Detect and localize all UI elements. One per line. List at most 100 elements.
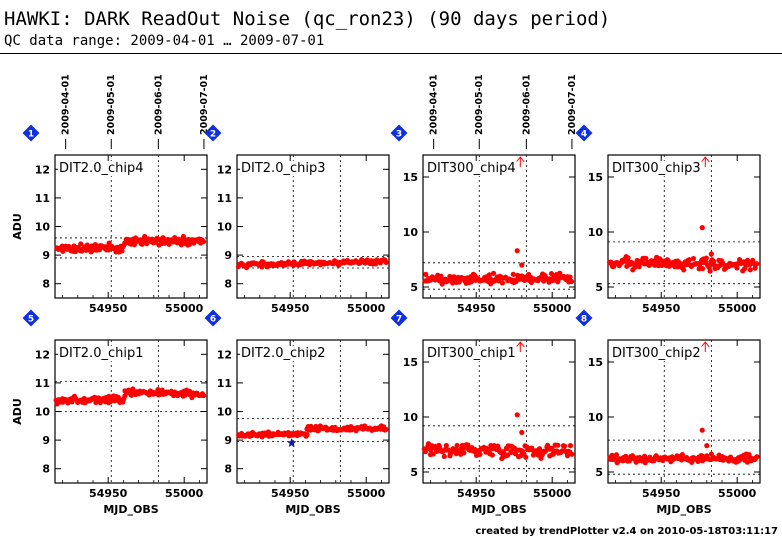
y-axis-label: ADU <box>11 213 24 240</box>
y-tick-label: 12 <box>35 348 50 361</box>
trend-line <box>424 448 572 452</box>
data-point <box>681 267 687 273</box>
x-tick-label: 54950 <box>271 302 310 315</box>
data-point <box>707 268 713 274</box>
chart-panel-6: 6 54950 55000 8 9 10 11 12 MJD_OBS DIT2.0_chip2 <box>204 309 390 516</box>
data-point <box>568 278 575 285</box>
panel-index-number: 6 <box>210 315 216 325</box>
data-point <box>383 259 389 265</box>
y-tick-label: 11 <box>217 192 232 205</box>
panel-label: DIT2.0_chip2 <box>241 346 325 361</box>
panel-index-number: 1 <box>28 130 34 140</box>
y-tick-label: 5 <box>410 281 418 294</box>
y-tick-label: 10 <box>588 226 604 239</box>
date-tick-label: 2009-05-01 <box>474 74 485 135</box>
y-tick-label: 10 <box>217 406 233 419</box>
plot-frame <box>54 154 208 299</box>
y-tick-label: 15 <box>403 356 418 369</box>
panel-index-badge <box>204 309 222 327</box>
data-point <box>510 271 516 277</box>
trend-line <box>609 262 757 266</box>
x-tick-label: 54950 <box>642 302 681 315</box>
date-tick-label: 2009-04-01 <box>429 74 440 135</box>
x-tick-label: 54950 <box>642 487 681 500</box>
plot-frame <box>422 154 576 299</box>
trend-line <box>424 277 572 281</box>
x-tick-label: 55000 <box>533 302 572 315</box>
data-point <box>119 248 125 254</box>
x-axis-label: MJD_OBS <box>285 503 340 516</box>
data-point <box>60 248 66 254</box>
data-point <box>430 451 436 457</box>
y-tick-label: 5 <box>595 281 603 294</box>
data-point <box>461 450 467 456</box>
data-point <box>613 452 620 458</box>
chart-panel-3: 3 54950 55000 5 10 15 2009-04-01 2009-05-01 2009… <box>390 74 578 315</box>
y-tick-label: 8 <box>224 463 232 476</box>
trend-line <box>124 390 204 396</box>
outlier-point <box>514 248 520 254</box>
panel-label-background <box>240 346 327 361</box>
x-tick-label: 55000 <box>347 487 386 500</box>
panel-label: DIT300_chip4 <box>427 161 516 176</box>
footer-credit: created by trendPlotter v2.4 on 2010-05-… <box>475 526 778 537</box>
data-point <box>708 451 714 457</box>
data-point <box>439 281 445 287</box>
panel-index-badge <box>390 309 408 327</box>
data-point <box>490 270 497 276</box>
data-point <box>304 432 310 438</box>
chart-panel-1: 1 54950 55000 8 9 10 11 12 2009-04-01 2009-05-01 2… <box>11 74 210 315</box>
data-point <box>139 241 145 247</box>
data-point <box>641 453 648 459</box>
data-point <box>441 453 447 460</box>
data-point <box>557 270 563 276</box>
date-tick-label: 2009-07-01 <box>199 74 210 135</box>
y-tick-label: 5 <box>410 466 418 479</box>
x-tick-label: 55000 <box>718 302 757 315</box>
panel-index-badge <box>575 309 593 327</box>
outlier-point <box>708 251 714 257</box>
y-tick-label: 8 <box>224 278 232 291</box>
outlier-point <box>704 443 710 449</box>
data-point <box>754 454 760 460</box>
date-tick-label: 2009-05-01 <box>106 74 117 135</box>
x-axis-label: MJD_OBS <box>471 503 526 516</box>
trend-line <box>124 240 204 243</box>
data-point <box>107 399 114 405</box>
panel-label-background <box>426 161 517 176</box>
y-tick-label: 8 <box>42 278 50 291</box>
chart-panel-2: 2 54950 55000 8 9 10 11 12 DIT2.0_chip3 <box>204 124 390 315</box>
chart-panel-5: 5 54950 55000 8 9 10 11 12 ADU MJD_OBS DIT2.0_chip… <box>11 309 208 516</box>
data-point <box>625 255 631 261</box>
date-tick-label: 2009-04-01 <box>61 74 72 135</box>
x-tick-label: 54950 <box>271 487 310 500</box>
data-point <box>734 265 740 271</box>
panel-label-background <box>611 161 702 176</box>
y-tick-label: 15 <box>588 171 603 184</box>
x-axis-label: MJD_OBS <box>656 503 711 516</box>
data-point <box>443 442 449 449</box>
x-tick-label: 55000 <box>718 487 757 500</box>
data-point <box>499 280 506 286</box>
data-point <box>477 451 483 457</box>
data-point <box>699 266 706 272</box>
panel-label-background <box>58 346 145 361</box>
outlier-point <box>699 427 705 433</box>
outlier-point <box>699 225 705 231</box>
data-point <box>454 442 460 449</box>
date-tick-label: 2009-06-01 <box>153 74 164 135</box>
panel-index-number: 8 <box>581 315 587 325</box>
data-point <box>489 452 495 458</box>
y-tick-label: 11 <box>217 377 232 390</box>
outlier-point <box>519 262 525 268</box>
chart-panel-4: 4 54950 55000 5 10 15 DIT300_chip3 <box>575 124 761 315</box>
panel-label-background <box>611 346 702 361</box>
plot-frame <box>607 154 761 299</box>
plot-frame <box>422 339 576 484</box>
y-tick-label: 9 <box>42 434 50 447</box>
outlier-point <box>514 412 520 418</box>
y-tick-label: 9 <box>224 434 232 447</box>
data-point <box>144 241 150 247</box>
panel-label-background <box>240 161 327 176</box>
data-point <box>569 451 575 457</box>
